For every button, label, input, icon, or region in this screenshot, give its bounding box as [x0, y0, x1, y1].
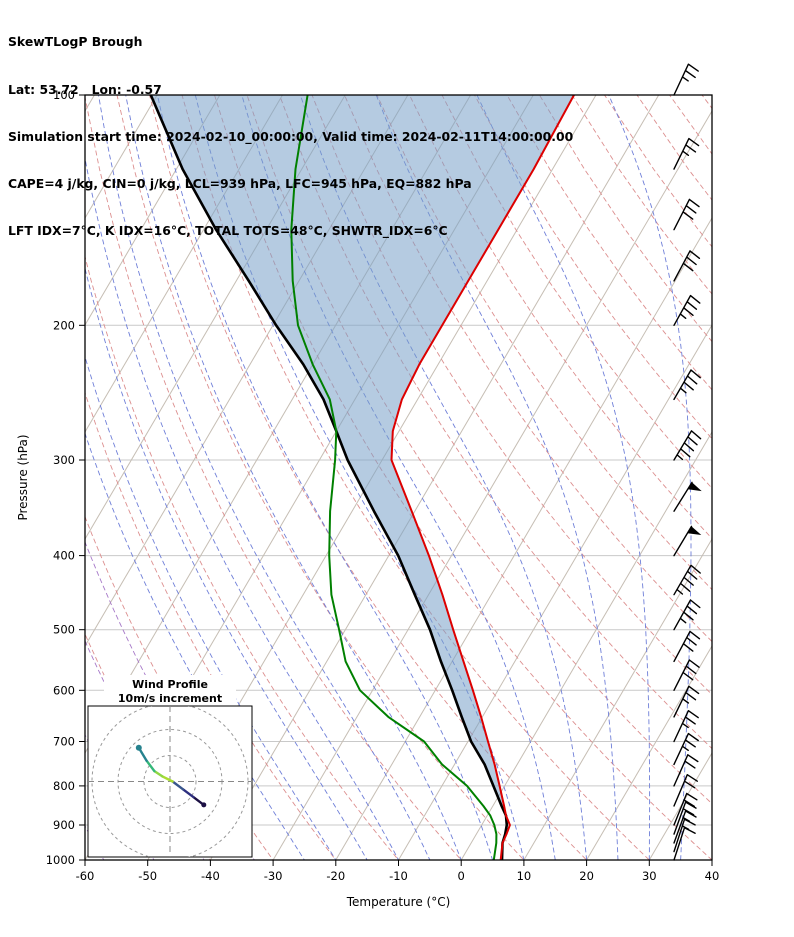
wind-barb — [673, 710, 699, 743]
wind-barb — [673, 369, 701, 401]
wind-barb — [673, 599, 701, 631]
x-tick-label: -10 — [389, 869, 408, 883]
x-tick-label: 30 — [642, 869, 657, 883]
hodograph-ring — [143, 755, 197, 808]
hodograph-start-marker — [201, 802, 207, 808]
wind-barb — [673, 481, 702, 512]
wind-barb — [673, 801, 697, 835]
wind-barb — [673, 564, 701, 596]
wind-barb — [673, 732, 699, 766]
location-line: Lat: 53.72 Lon: -0.57 — [8, 81, 162, 97]
x-tick-label: 20 — [579, 869, 594, 883]
y-tick-label: 500 — [53, 623, 75, 637]
wind-barb — [673, 294, 701, 326]
wind-barb — [673, 430, 702, 461]
hodograph-title-box — [104, 675, 236, 708]
x-tick-label: -20 — [326, 869, 345, 883]
wind-barb — [673, 774, 698, 807]
y-tick-label: 1000 — [46, 853, 75, 867]
wind-barb — [673, 659, 700, 691]
x-tick-label: -50 — [138, 869, 157, 883]
hodograph-segment — [181, 788, 195, 799]
wind-barb — [673, 525, 702, 557]
x-tick-label: 10 — [517, 869, 532, 883]
y-tick-label: 200 — [53, 318, 75, 332]
x-axis: -60 -50 -40 -30 -20 -10 0 10 20 30 40 — [76, 860, 720, 883]
hodograph-title: Wind Profile — [132, 678, 208, 691]
y-tick-label: 100 — [53, 88, 75, 102]
wind-barb — [673, 198, 700, 231]
hodograph-end-marker — [135, 744, 142, 751]
hodograph-segment — [160, 775, 174, 783]
wind-barb — [673, 63, 699, 96]
indices-line-2: LFT IDX=7°C, K IDX=16°C, TOTAL TOTS=48°C… — [8, 222, 448, 238]
y-axis: 100 200 300 400 500 600 700 800 900 1000 — [46, 88, 85, 867]
x-axis-label: Temperature (°C) — [346, 895, 451, 909]
x-tick-label: -60 — [76, 869, 95, 883]
x-tick-label: 40 — [705, 869, 720, 883]
x-tick-label: -40 — [201, 869, 220, 883]
x-tick-label: -30 — [264, 869, 283, 883]
y-tick-label: 300 — [53, 453, 75, 467]
plot-title: SkewTLogP Brough — [8, 34, 143, 50]
y-axis-label: Pressure (hPa) — [16, 434, 30, 520]
hodograph-segment — [145, 759, 156, 773]
wind-barb — [673, 630, 701, 663]
wind-barb — [673, 818, 696, 853]
negative-area-shading — [150, 95, 575, 816]
temperature-curve — [390, 95, 575, 860]
hodograph-segment — [153, 769, 164, 778]
times-line: Simulation start time: 2024-02-10_00:00:… — [8, 128, 574, 144]
wind-barb — [673, 792, 698, 826]
hodograph-segment — [171, 780, 185, 791]
wind-barb — [673, 137, 700, 170]
indices-line-1: CAPE=4 j/kg, CIN=0 j/kg, LCL=939 hPa, LF… — [8, 175, 472, 191]
header: SkewTLogP Brough Lat: 53.72 Lon: -0.57 S… — [8, 3, 573, 270]
x-tick-label: 0 — [458, 869, 465, 883]
y-tick-label: 600 — [53, 683, 75, 697]
y-tick-label: 900 — [53, 818, 75, 832]
y-tick-label: 400 — [53, 549, 75, 563]
dewpoint-curve — [290, 95, 498, 860]
y-tick-label: 800 — [53, 779, 75, 793]
wind-barb — [673, 685, 700, 718]
wind-barb — [673, 754, 699, 787]
wind-barbs — [673, 63, 702, 861]
wind-barb — [673, 810, 697, 844]
hodograph-subtitle: 10m/s increment — [118, 692, 222, 705]
y-tick-label: 700 — [53, 735, 75, 749]
wind-barb — [673, 250, 701, 282]
